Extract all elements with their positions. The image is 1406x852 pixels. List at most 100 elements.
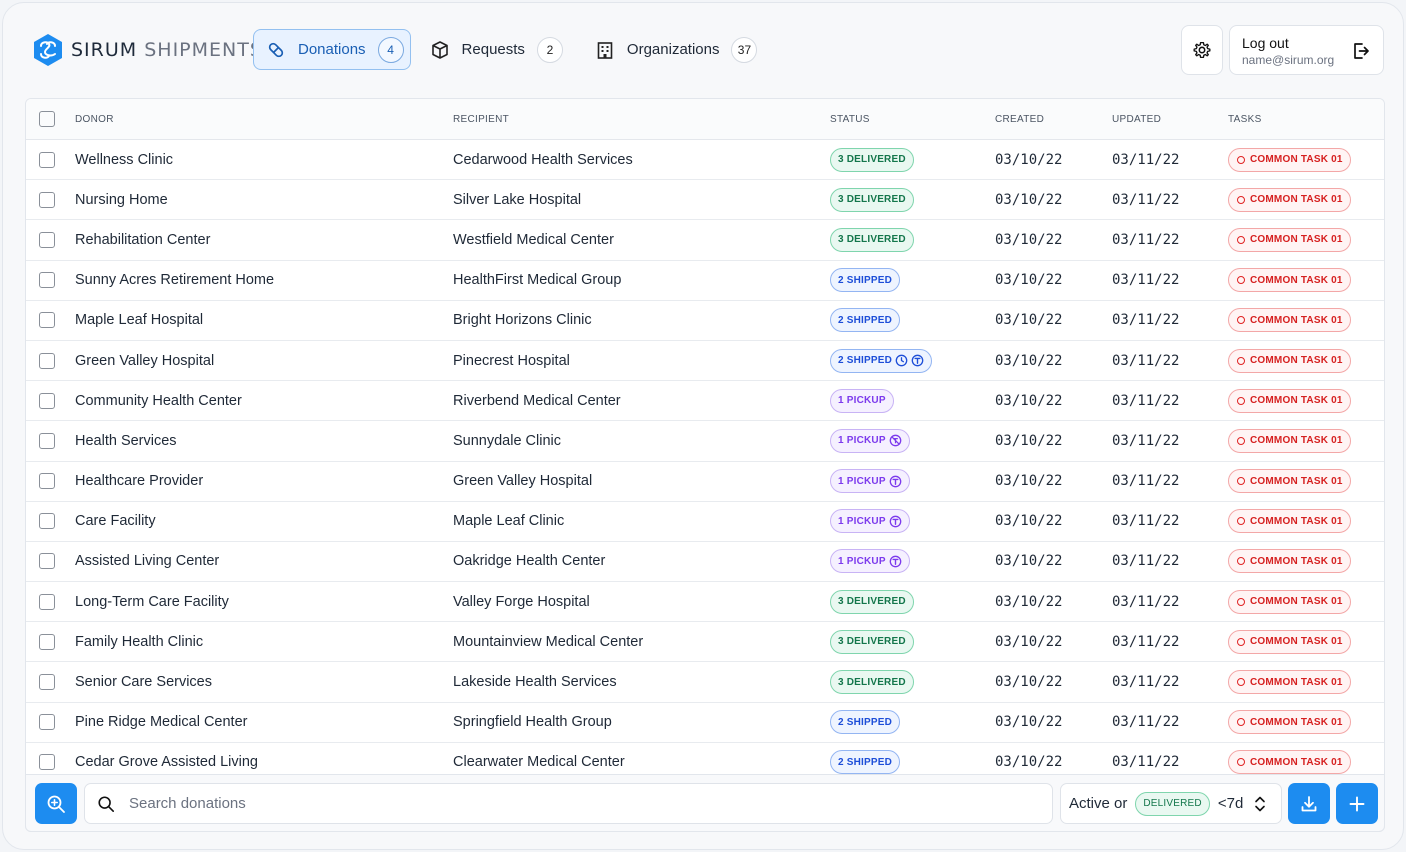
task-badge[interactable]: COMMON TASK 01 xyxy=(1228,549,1351,574)
task-badge[interactable]: COMMON TASK 01 xyxy=(1228,670,1351,695)
recipient-name[interactable]: Bright Horizons Clinic xyxy=(453,312,592,329)
status-badge[interactable]: 2 SHIPPED xyxy=(830,348,933,373)
row-checkbox[interactable] xyxy=(39,231,55,248)
table-row[interactable]: Care Facility Maple Leaf Clinic 1 PICKUP 03… xyxy=(26,502,1384,542)
status-badge[interactable]: 3 DELIVERED xyxy=(830,227,914,252)
row-checkbox[interactable] xyxy=(39,392,55,409)
recipient-name[interactable]: Clearwater Medical Center xyxy=(453,754,625,771)
col-status[interactable]: STATUS xyxy=(830,113,870,125)
row-checkbox[interactable] xyxy=(39,553,55,570)
status-badge[interactable]: 3 DELIVERED xyxy=(830,187,914,212)
logout-button[interactable]: Log out name@sirum.org xyxy=(1229,25,1384,75)
table-row[interactable]: Nursing Home Silver Lake Hospital 3 DELIVE… xyxy=(26,180,1384,221)
status-badge[interactable]: 3 DELIVERED xyxy=(830,670,914,695)
row-checkbox[interactable] xyxy=(39,312,55,329)
table-row[interactable]: Maple Leaf Hospital Bright Horizons Clini… xyxy=(26,301,1384,341)
status-badge[interactable]: 3 DELIVERED xyxy=(830,589,914,614)
donor-name[interactable]: Care Facility xyxy=(75,513,156,530)
status-filter-select[interactable]: Active or DELIVERED <7d xyxy=(1060,783,1282,824)
download-button[interactable] xyxy=(1288,783,1330,824)
task-badge[interactable]: COMMON TASK 01 xyxy=(1228,469,1351,494)
col-updated[interactable]: UPDATED xyxy=(1112,113,1162,125)
task-badge[interactable]: COMMON TASK 01 xyxy=(1228,710,1351,735)
donor-name[interactable]: Sunny Acres Retirement Home xyxy=(75,272,275,289)
table-row[interactable]: Wellness Clinic Cedarwood Health Services… xyxy=(26,140,1384,181)
recipient-name[interactable]: HealthFirst Medical Group xyxy=(453,272,622,289)
table-row[interactable]: Cedar Grove Assisted Living Clearwater Me… xyxy=(26,743,1384,783)
table-row[interactable]: Healthcare Provider Green Valley Hospital… xyxy=(26,462,1384,502)
recipient-name[interactable]: Pinecrest Hospital xyxy=(453,352,570,369)
task-badge[interactable]: COMMON TASK 01 xyxy=(1228,308,1351,333)
recipient-name[interactable]: Cedarwood Health Services xyxy=(453,151,633,168)
row-checkbox[interactable] xyxy=(39,593,55,610)
recipient-name[interactable]: Springfield Health Group xyxy=(453,714,612,731)
status-badge[interactable]: 3 DELIVERED xyxy=(830,629,914,654)
col-donor[interactable]: DONOR xyxy=(75,113,114,125)
donor-name[interactable]: Long-Term Care Facility xyxy=(75,593,229,610)
task-badge[interactable]: COMMON TASK 01 xyxy=(1228,509,1351,534)
status-badge[interactable]: 3 DELIVERED xyxy=(830,147,914,172)
add-donation-button[interactable] xyxy=(1336,783,1378,824)
task-badge[interactable]: COMMON TASK 01 xyxy=(1228,428,1351,453)
table-row[interactable]: Community Health Center Riverbend Medical… xyxy=(26,381,1384,422)
advanced-search-button[interactable] xyxy=(35,783,77,824)
row-checkbox[interactable] xyxy=(39,513,55,530)
status-badge[interactable]: 1 PICKUP xyxy=(830,388,894,413)
status-badge[interactable]: 2 SHIPPED xyxy=(830,750,901,775)
donor-name[interactable]: Green Valley Hospital xyxy=(75,352,215,369)
task-badge[interactable]: COMMON TASK 01 xyxy=(1228,589,1351,614)
donor-name[interactable]: Cedar Grove Assisted Living xyxy=(75,754,258,771)
status-badge[interactable]: 2 SHIPPED xyxy=(830,268,901,293)
recipient-name[interactable]: Silver Lake Hospital xyxy=(453,191,582,208)
recipient-name[interactable]: Mountainview Medical Center xyxy=(453,633,644,650)
row-checkbox[interactable] xyxy=(39,674,55,691)
recipient-name[interactable]: Sunnydale Clinic xyxy=(453,432,562,449)
task-badge[interactable]: COMMON TASK 01 xyxy=(1228,348,1351,373)
table-row[interactable]: Long-Term Care Facility Valley Forge Hosp… xyxy=(26,582,1384,623)
status-badge[interactable]: 1 PICKUP xyxy=(830,428,910,453)
recipient-name[interactable]: Westfield Medical Center xyxy=(453,231,614,248)
recipient-name[interactable]: Maple Leaf Clinic xyxy=(453,513,565,530)
task-badge[interactable]: COMMON TASK 01 xyxy=(1228,187,1351,212)
status-badge[interactable]: 1 PICKUP xyxy=(830,509,910,534)
task-badge[interactable]: COMMON TASK 01 xyxy=(1228,268,1351,293)
row-checkbox[interactable] xyxy=(39,272,55,289)
status-badge[interactable]: 2 SHIPPED xyxy=(830,710,901,735)
task-badge[interactable]: COMMON TASK 01 xyxy=(1228,388,1351,413)
recipient-name[interactable]: Oakridge Health Center xyxy=(453,553,606,570)
recipient-name[interactable]: Valley Forge Hospital xyxy=(453,593,590,610)
tab-organizations[interactable]: Organizations 37 xyxy=(582,29,771,70)
table-row[interactable]: Senior Care Services Lakeside Health Serv… xyxy=(26,662,1384,703)
status-badge[interactable]: 2 SHIPPED xyxy=(830,308,901,333)
select-all-checkbox[interactable] xyxy=(39,111,55,127)
donor-name[interactable]: Senior Care Services xyxy=(75,674,212,691)
donor-name[interactable]: Healthcare Provider xyxy=(75,473,204,490)
search-input[interactable] xyxy=(129,795,1029,812)
table-row[interactable]: Rehabilitation Center Westfield Medical C… xyxy=(26,220,1384,261)
donor-name[interactable]: Rehabilitation Center xyxy=(75,231,211,248)
status-badge[interactable]: 1 PICKUP xyxy=(830,549,910,574)
recipient-name[interactable]: Lakeside Health Services xyxy=(453,674,617,691)
task-badge[interactable]: COMMON TASK 01 xyxy=(1228,750,1351,775)
row-checkbox[interactable] xyxy=(39,754,55,771)
col-created[interactable]: CREATED xyxy=(995,113,1045,125)
table-row[interactable]: Family Health Clinic Mountainview Medical… xyxy=(26,622,1384,663)
table-row[interactable]: Sunny Acres Retirement Home HealthFirst M… xyxy=(26,261,1384,301)
donor-name[interactable]: Pine Ridge Medical Center xyxy=(75,714,248,731)
row-checkbox[interactable] xyxy=(39,473,55,490)
tab-requests[interactable]: Requests 2 xyxy=(417,29,576,70)
table-row[interactable]: Health Services Sunnydale Clinic 1 PICKUP 0… xyxy=(26,421,1384,462)
tab-donations[interactable]: Donations 4 xyxy=(253,29,411,70)
table-row[interactable]: Pine Ridge Medical Center Springfield Hea… xyxy=(26,703,1384,743)
status-badge[interactable]: 1 PICKUP xyxy=(830,469,910,494)
donor-name[interactable]: Health Services xyxy=(75,432,177,449)
donor-name[interactable]: Wellness Clinic xyxy=(75,151,174,168)
col-tasks[interactable]: TASKS xyxy=(1228,113,1262,125)
table-row[interactable]: Assisted Living Center Oakridge Health Ce… xyxy=(26,542,1384,583)
task-badge[interactable]: COMMON TASK 01 xyxy=(1228,227,1351,252)
row-checkbox[interactable] xyxy=(39,633,55,650)
donor-name[interactable]: Community Health Center xyxy=(75,392,242,409)
brand-logo[interactable]: SIRUM SHIPMENTS xyxy=(31,33,263,67)
row-checkbox[interactable] xyxy=(39,191,55,208)
col-recipient[interactable]: RECIPIENT xyxy=(453,113,510,125)
